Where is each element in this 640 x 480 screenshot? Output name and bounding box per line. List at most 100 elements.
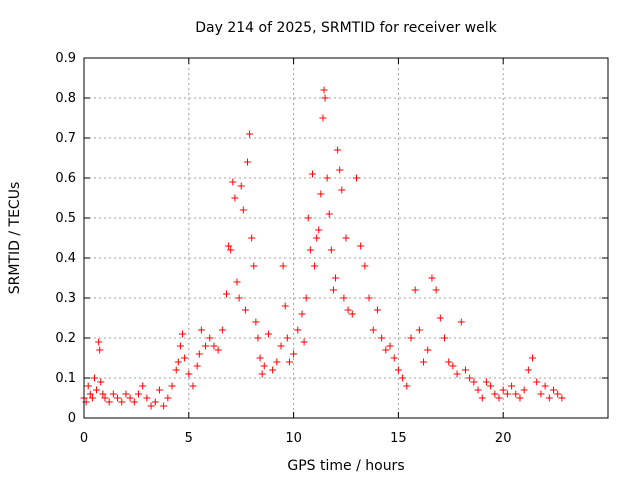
data-point bbox=[499, 386, 507, 394]
data-point bbox=[342, 234, 350, 242]
y-tick-label: 0.3 bbox=[55, 291, 76, 306]
data-point bbox=[537, 390, 545, 398]
data-point bbox=[210, 342, 218, 350]
data-point bbox=[126, 394, 134, 402]
data-point bbox=[281, 302, 289, 310]
data-point bbox=[185, 370, 193, 378]
data-point bbox=[277, 342, 285, 350]
data-point bbox=[321, 94, 329, 102]
data-point bbox=[181, 354, 189, 362]
data-point bbox=[508, 382, 516, 390]
data-point bbox=[487, 382, 495, 390]
plot-frame bbox=[83, 57, 609, 419]
data-point bbox=[332, 274, 340, 282]
data-point bbox=[214, 346, 222, 354]
data-point bbox=[176, 342, 184, 350]
grid-lines bbox=[84, 58, 608, 418]
data-point bbox=[541, 382, 549, 390]
data-point bbox=[130, 398, 138, 406]
data-point bbox=[329, 286, 337, 294]
data-point bbox=[554, 390, 562, 398]
data-point bbox=[241, 306, 249, 314]
data-point bbox=[195, 350, 203, 358]
x-tick-label: 20 bbox=[495, 431, 512, 446]
data-point bbox=[403, 382, 411, 390]
data-point bbox=[407, 334, 415, 342]
y-tick-label: 0.4 bbox=[55, 251, 76, 266]
data-point bbox=[86, 390, 94, 398]
data-point bbox=[264, 330, 272, 338]
data-point bbox=[558, 394, 566, 402]
data-point bbox=[503, 390, 511, 398]
data-point bbox=[338, 186, 346, 194]
data-point bbox=[491, 390, 499, 398]
data-point bbox=[306, 246, 314, 254]
data-point bbox=[325, 210, 333, 218]
data-point bbox=[254, 334, 262, 342]
data-point bbox=[445, 358, 453, 366]
data-point bbox=[378, 334, 386, 342]
data-point bbox=[172, 366, 180, 374]
data-point bbox=[84, 382, 92, 390]
data-point bbox=[164, 394, 172, 402]
data-point bbox=[101, 394, 109, 402]
data-point bbox=[105, 398, 113, 406]
data-point bbox=[122, 390, 130, 398]
data-point bbox=[223, 290, 231, 298]
data-point bbox=[320, 86, 328, 94]
data-point bbox=[239, 206, 247, 214]
data-point bbox=[411, 286, 419, 294]
data-point bbox=[290, 350, 298, 358]
data-point bbox=[269, 366, 277, 374]
y-tick-label: 0.7 bbox=[55, 131, 76, 146]
data-point bbox=[304, 214, 312, 222]
data-point bbox=[386, 342, 394, 350]
data-point bbox=[424, 346, 432, 354]
data-point bbox=[90, 374, 98, 382]
data-point bbox=[235, 294, 243, 302]
data-point bbox=[432, 286, 440, 294]
data-point bbox=[461, 366, 469, 374]
data-point bbox=[313, 234, 321, 242]
data-point bbox=[382, 346, 390, 354]
data-point bbox=[315, 226, 323, 234]
data-point bbox=[248, 234, 256, 242]
data-point bbox=[155, 386, 163, 394]
x-axis-label: GPS time / hours bbox=[287, 458, 404, 474]
data-point bbox=[365, 294, 373, 302]
data-points bbox=[80, 86, 566, 410]
data-point bbox=[96, 346, 104, 354]
data-point bbox=[317, 190, 325, 198]
data-point bbox=[495, 394, 503, 402]
data-point bbox=[520, 386, 528, 394]
data-point bbox=[357, 242, 365, 250]
data-point bbox=[319, 114, 327, 122]
data-point bbox=[340, 294, 348, 302]
data-point bbox=[99, 390, 107, 398]
data-point bbox=[218, 326, 226, 334]
data-point bbox=[189, 382, 197, 390]
axis-ticks bbox=[83, 57, 608, 419]
data-point bbox=[399, 374, 407, 382]
data-point bbox=[529, 354, 537, 362]
x-tick-label: 0 bbox=[80, 431, 88, 446]
data-point bbox=[348, 310, 356, 318]
x-tick-label: 15 bbox=[390, 431, 407, 446]
data-point bbox=[202, 342, 210, 350]
data-point bbox=[300, 338, 308, 346]
data-point bbox=[428, 274, 436, 282]
data-point bbox=[334, 146, 342, 154]
data-point bbox=[193, 362, 201, 370]
y-tick-label: 0.6 bbox=[55, 171, 76, 186]
data-point bbox=[95, 338, 103, 346]
data-point bbox=[441, 334, 449, 342]
x-tick-label: 5 bbox=[185, 431, 193, 446]
data-point bbox=[478, 394, 486, 402]
data-point bbox=[327, 246, 335, 254]
data-point bbox=[545, 394, 553, 402]
data-point bbox=[134, 390, 142, 398]
data-point bbox=[179, 330, 187, 338]
data-point bbox=[373, 306, 381, 314]
data-point bbox=[285, 358, 293, 366]
